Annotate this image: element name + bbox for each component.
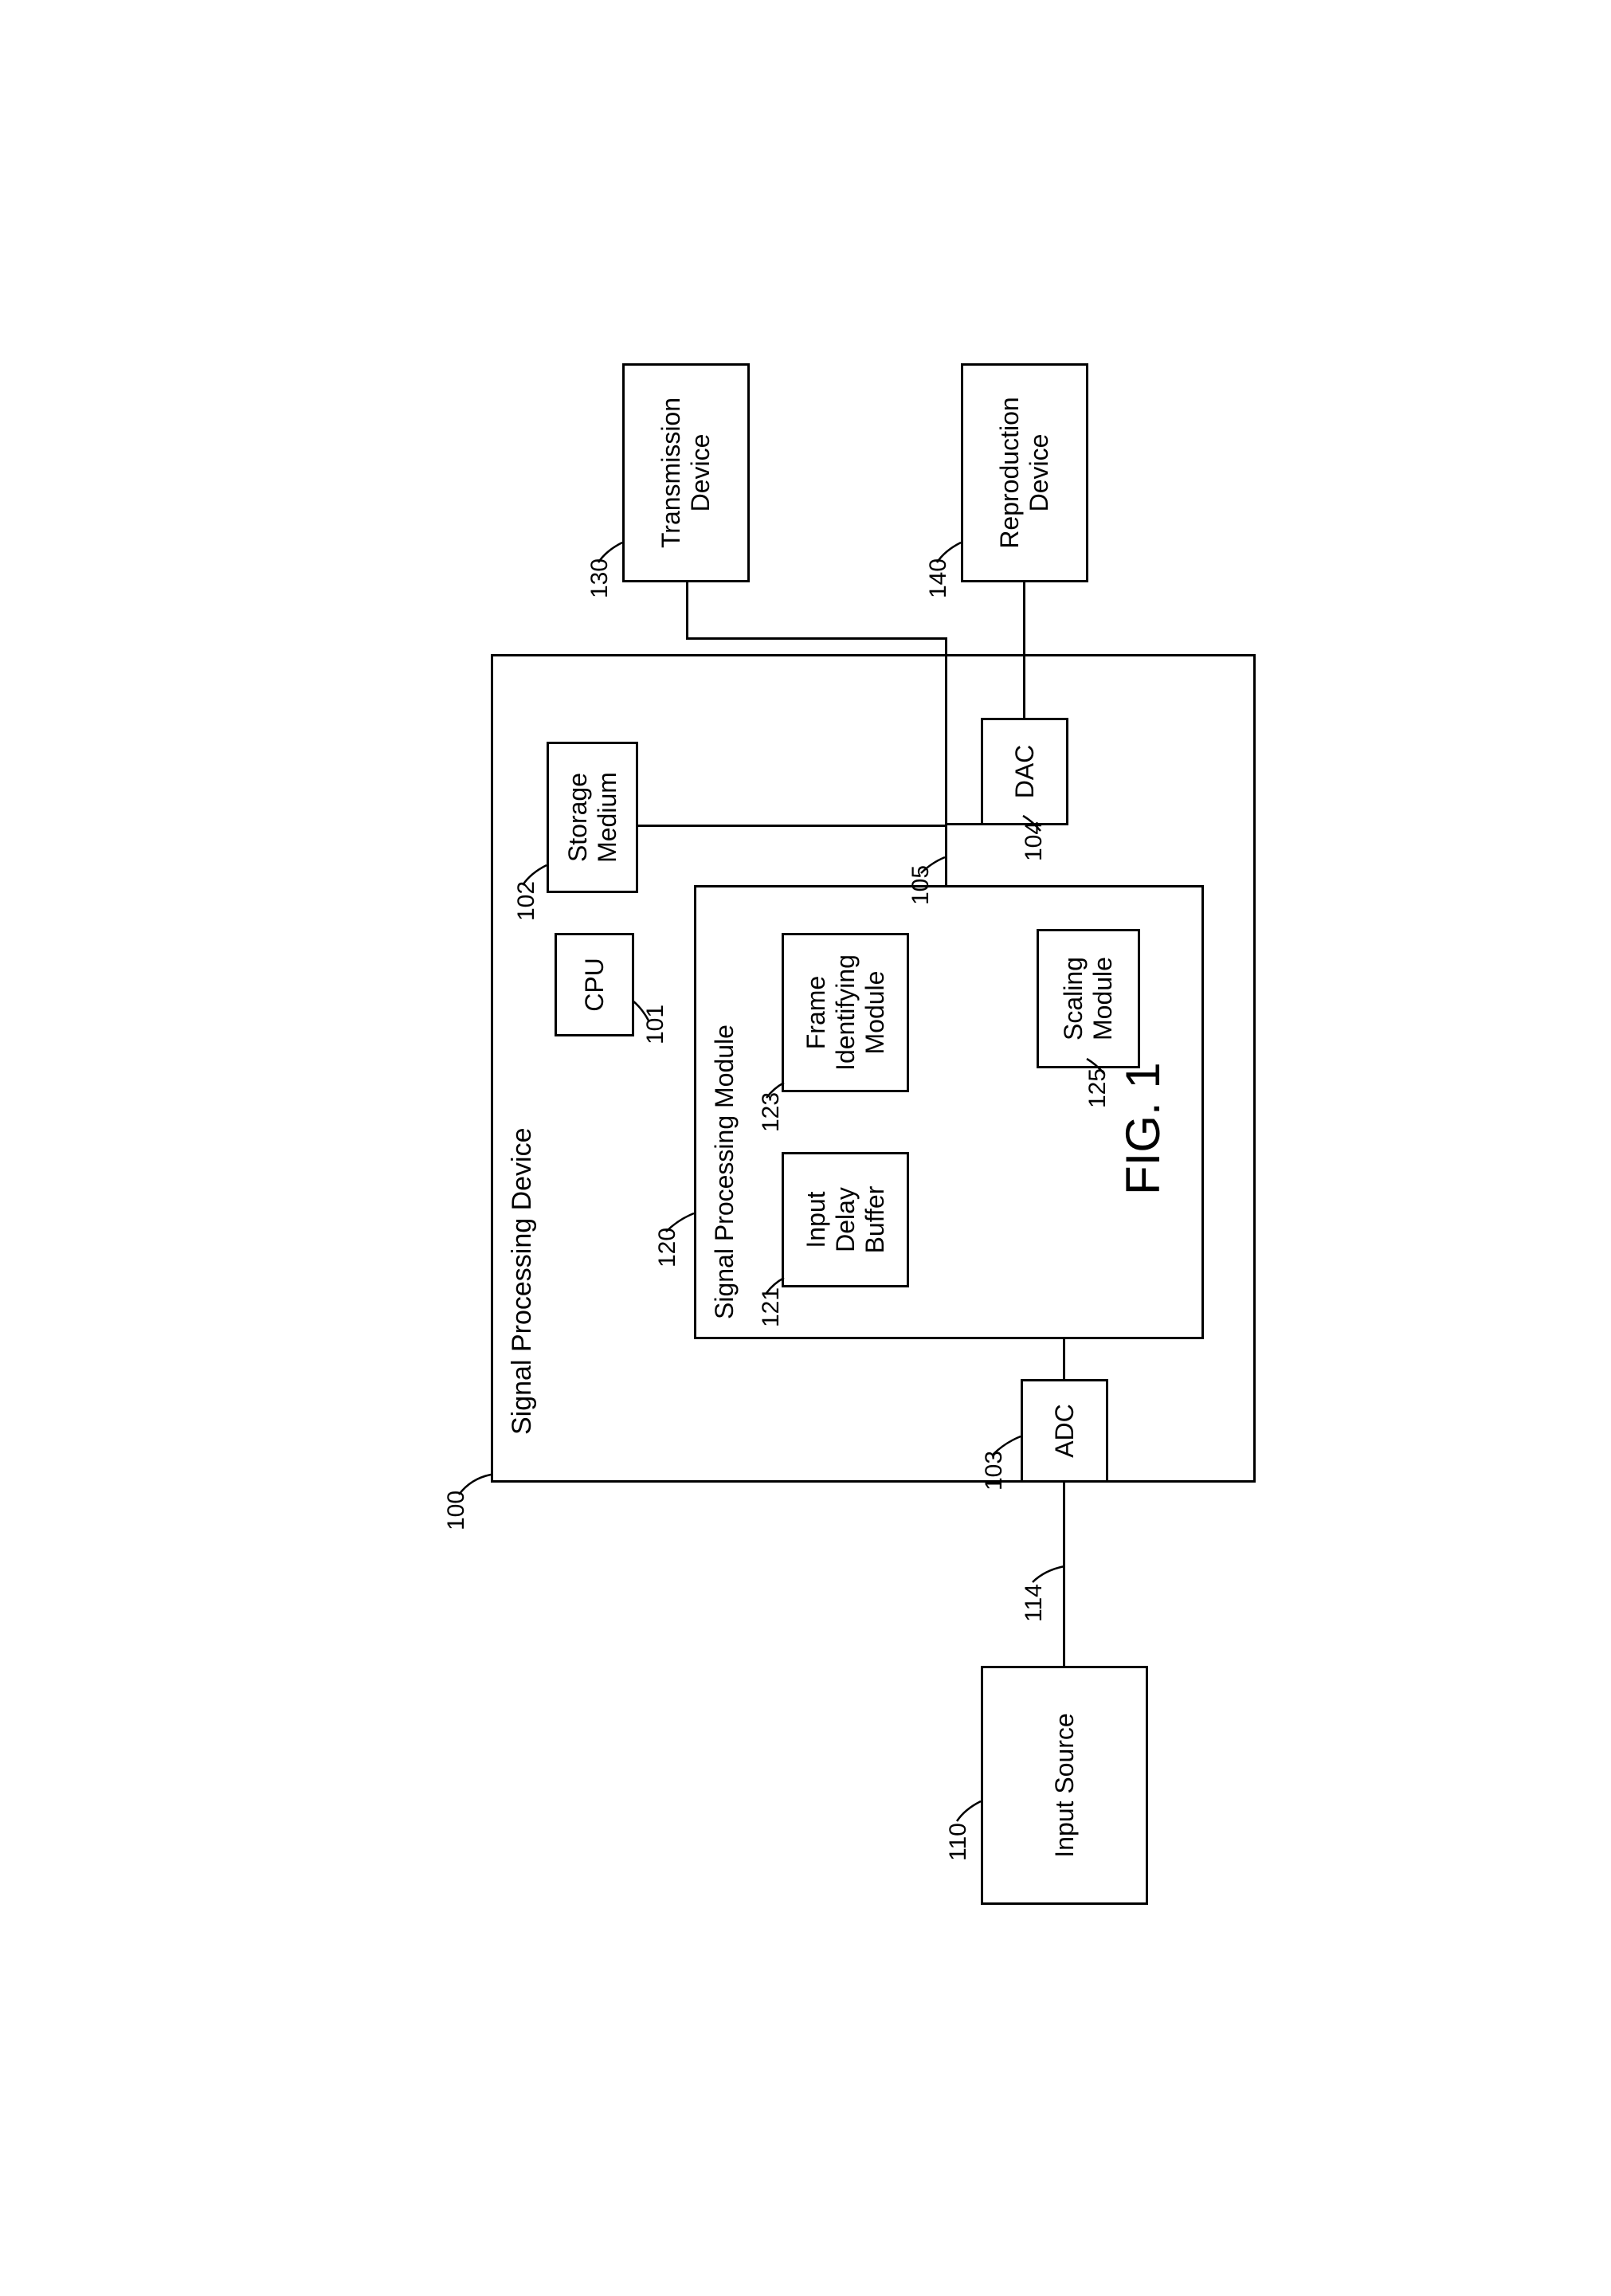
connector-junction-right xyxy=(945,638,947,825)
spm-title: Signal Processing Module xyxy=(710,1025,739,1319)
scaling-label: Scaling Module xyxy=(1059,939,1118,1058)
input-source-label: Input Source xyxy=(1050,1713,1080,1857)
adc-leader xyxy=(989,1427,1025,1459)
input-source-leader xyxy=(953,1793,985,1825)
figure-label: FIG. 1 xyxy=(1115,1062,1170,1195)
input-source-ref: 110 xyxy=(945,1823,972,1861)
reproduction-leader xyxy=(933,535,965,566)
reproduction-label: Reproduction Device xyxy=(995,374,1054,572)
cpu-label: CPU xyxy=(580,958,610,1012)
connector-storage-vert xyxy=(638,825,947,827)
frame-label: Frame Identifying Module xyxy=(802,943,890,1082)
dac-leader xyxy=(1021,809,1045,833)
connector-dac-repro-h xyxy=(1023,582,1025,718)
connector-to-transmission-h xyxy=(686,582,688,640)
spm-leader xyxy=(662,1204,698,1236)
scaling-box: Scaling Module xyxy=(1037,929,1140,1068)
connector-spm-dac-leader xyxy=(917,849,949,877)
cpu-leader xyxy=(633,993,653,1025)
cpu-box: CPU xyxy=(555,933,634,1036)
connector-input-adc-ref: 114 xyxy=(1021,1584,1048,1622)
storage-box: Storage Medium xyxy=(547,742,638,893)
reproduction-box: Reproduction Device xyxy=(961,363,1088,582)
buffer-box: Input Delay Buffer xyxy=(782,1152,909,1287)
storage-label: Storage Medium xyxy=(563,748,622,887)
connector-input-adc-leader xyxy=(1029,1554,1068,1586)
adc-box: ADC xyxy=(1021,1379,1108,1483)
dac-label: DAC xyxy=(1010,745,1040,799)
input-source-box: Input Source xyxy=(981,1666,1148,1905)
buffer-leader xyxy=(764,1271,788,1295)
frame-box: Frame Identifying Module xyxy=(782,933,909,1092)
connector-adc-spm xyxy=(1063,1339,1065,1379)
transmission-label: Transmission Device xyxy=(657,374,715,572)
storage-leader xyxy=(519,857,551,889)
connector-dac-h xyxy=(945,823,981,825)
buffer-label: Input Delay Buffer xyxy=(802,1162,890,1277)
transmission-leader xyxy=(594,535,626,566)
device-title: Signal Processing Device xyxy=(507,1127,538,1435)
scaling-leader xyxy=(1084,1052,1108,1076)
device-leader xyxy=(455,1459,495,1499)
connector-to-transmission-v xyxy=(686,637,947,640)
frame-leader xyxy=(764,1076,788,1100)
adc-label: ADC xyxy=(1050,1404,1080,1458)
transmission-box: Transmission Device xyxy=(622,363,750,582)
